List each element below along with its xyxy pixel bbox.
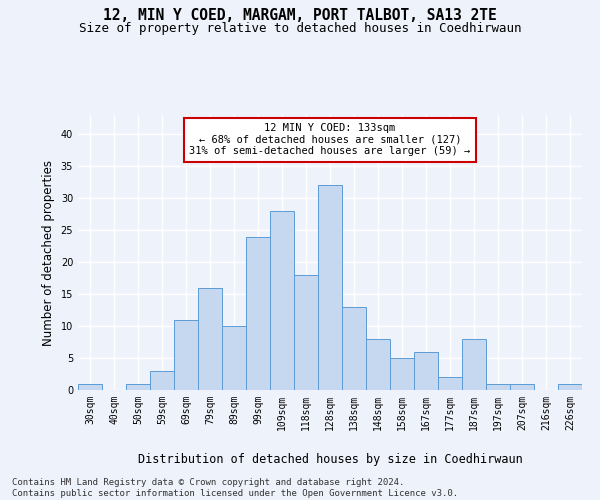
Bar: [294, 275, 318, 390]
Bar: [222, 326, 246, 390]
Bar: [510, 384, 534, 390]
Bar: [486, 384, 510, 390]
Bar: [318, 186, 342, 390]
Bar: [342, 307, 366, 390]
Bar: [438, 377, 462, 390]
Text: Contains HM Land Registry data © Crown copyright and database right 2024.
Contai: Contains HM Land Registry data © Crown c…: [12, 478, 458, 498]
Bar: [174, 320, 198, 390]
Bar: [558, 384, 582, 390]
Bar: [78, 384, 102, 390]
Text: 12 MIN Y COED: 133sqm
← 68% of detached houses are smaller (127)
31% of semi-det: 12 MIN Y COED: 133sqm ← 68% of detached …: [190, 123, 470, 156]
Bar: [126, 384, 150, 390]
Y-axis label: Number of detached properties: Number of detached properties: [42, 160, 55, 346]
Text: Size of property relative to detached houses in Coedhirwaun: Size of property relative to detached ho…: [79, 22, 521, 35]
Bar: [390, 358, 414, 390]
Bar: [150, 371, 174, 390]
Bar: [198, 288, 222, 390]
Text: 12, MIN Y COED, MARGAM, PORT TALBOT, SA13 2TE: 12, MIN Y COED, MARGAM, PORT TALBOT, SA1…: [103, 8, 497, 22]
Bar: [414, 352, 438, 390]
Text: Distribution of detached houses by size in Coedhirwaun: Distribution of detached houses by size …: [137, 452, 523, 466]
Bar: [246, 236, 270, 390]
Bar: [462, 339, 486, 390]
Bar: [366, 339, 390, 390]
Bar: [270, 211, 294, 390]
